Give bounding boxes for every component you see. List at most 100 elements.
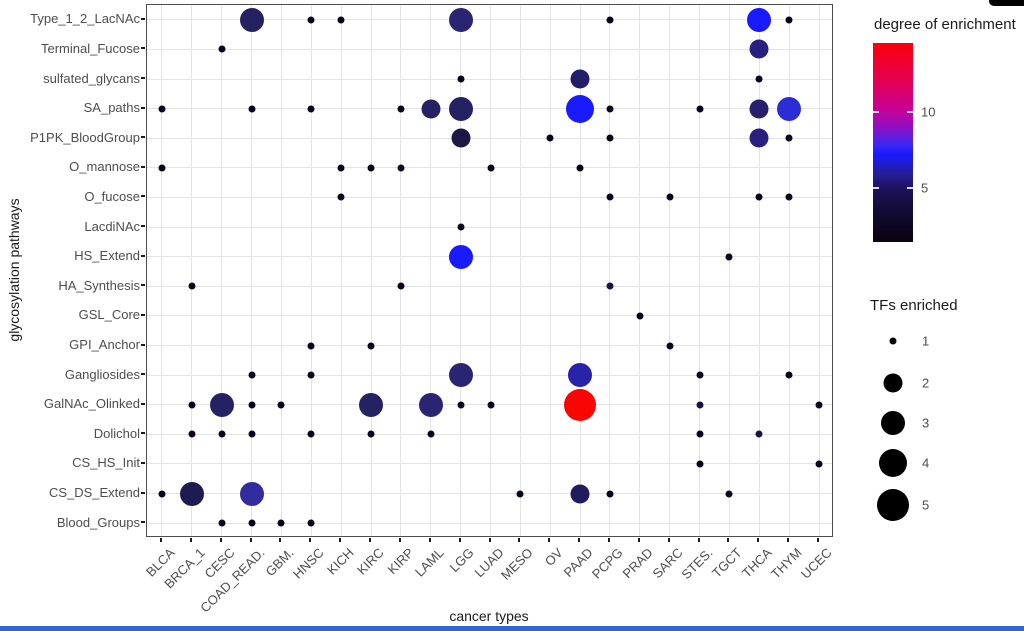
- gridline-vertical: [818, 5, 820, 536]
- gridline-horizontal: [147, 78, 832, 80]
- data-point: [307, 430, 315, 438]
- x-tick-label: KIRP: [384, 545, 417, 578]
- y-axis-tick: [141, 47, 145, 50]
- x-tick-label: HNSC: [290, 545, 327, 582]
- gridline-vertical: [579, 5, 581, 536]
- y-axis-tick: [141, 195, 145, 198]
- y-axis-tick: [141, 491, 145, 494]
- x-axis-tick: [189, 538, 192, 542]
- y-tick-label: GalNAc_Olinked: [43, 396, 140, 412]
- gridline-horizontal: [147, 137, 832, 139]
- data-point: [755, 430, 763, 438]
- x-axis-tick: [458, 538, 461, 542]
- data-point: [218, 45, 226, 53]
- gridline-horizontal: [147, 108, 832, 110]
- size-legend-label: 4: [922, 455, 930, 471]
- gridline-horizontal: [147, 19, 832, 21]
- data-point: [570, 69, 590, 89]
- window-edge-artifact-bottom: [0, 626, 1024, 631]
- data-point: [427, 430, 435, 438]
- gridline-vertical: [728, 5, 730, 536]
- data-point: [248, 430, 256, 438]
- data-point: [359, 392, 384, 417]
- x-tick-label: KIRC: [354, 545, 387, 578]
- data-point: [785, 193, 793, 201]
- data-point: [418, 392, 443, 417]
- gridline-vertical: [430, 5, 432, 536]
- data-point: [749, 39, 769, 59]
- x-axis-tick: [339, 538, 342, 542]
- x-axis-tick: [607, 538, 610, 542]
- data-point: [725, 490, 733, 498]
- data-point: [606, 16, 614, 24]
- x-tick-label: KICH: [324, 545, 357, 578]
- y-axis-tick: [141, 373, 145, 376]
- gridline-vertical: [669, 5, 671, 536]
- color-legend-title: degree of enrichment: [874, 16, 1016, 33]
- y-tick-label: LacdiNAc: [84, 218, 140, 234]
- data-point: [218, 430, 226, 438]
- gridline-vertical: [280, 5, 282, 536]
- colorbar-tick-mark: [873, 111, 879, 114]
- data-point: [337, 164, 345, 172]
- x-axis-tick: [279, 538, 282, 542]
- y-axis-tick: [141, 343, 145, 346]
- data-point: [397, 105, 405, 113]
- x-tick-label: LAML: [411, 545, 447, 580]
- data-point: [248, 371, 256, 379]
- y-tick-label: sulfated_glycans: [43, 70, 140, 86]
- y-tick-label: O_mannose: [69, 159, 140, 175]
- x-tick-label: PCPG: [588, 545, 626, 582]
- y-axis-tick: [141, 402, 145, 405]
- data-point: [188, 401, 196, 409]
- y-tick-label: HS_Extend: [74, 248, 140, 264]
- data-point: [307, 342, 315, 350]
- data-point: [516, 490, 524, 498]
- data-point: [397, 164, 405, 172]
- data-point: [666, 193, 674, 201]
- data-point: [367, 342, 375, 350]
- data-point: [546, 134, 554, 142]
- data-point: [448, 363, 473, 388]
- y-tick-label: Blood_Groups: [56, 514, 140, 530]
- data-point: [666, 342, 674, 350]
- data-point: [606, 193, 614, 201]
- gridline-vertical: [221, 5, 223, 536]
- x-axis-tick: [727, 538, 730, 542]
- data-point: [239, 7, 264, 32]
- data-point: [785, 134, 793, 142]
- data-point: [421, 99, 441, 119]
- data-point: [367, 164, 375, 172]
- data-point: [606, 105, 614, 113]
- data-point: [448, 96, 473, 121]
- size-legend-dot: [883, 373, 903, 393]
- gridline-vertical: [490, 5, 491, 536]
- y-tick-label: Dolichol: [93, 425, 140, 441]
- data-point: [696, 430, 704, 438]
- data-point: [815, 401, 823, 409]
- y-axis-tick: [141, 17, 145, 20]
- plot-panel: [146, 4, 833, 537]
- data-point: [457, 223, 465, 231]
- size-legend-dot: [879, 449, 907, 477]
- x-tick-label: STES.: [678, 545, 716, 583]
- data-point: [188, 430, 196, 438]
- x-axis-tick: [398, 538, 401, 542]
- data-point: [487, 164, 494, 172]
- data-point: [367, 430, 375, 438]
- data-point: [696, 371, 704, 379]
- gridline-vertical: [310, 5, 312, 536]
- gridline-horizontal: [147, 196, 832, 198]
- data-point: [448, 244, 473, 269]
- y-tick-label: CS_HS_Init: [72, 455, 140, 471]
- gridline-horizontal: [147, 374, 832, 376]
- x-axis-tick: [548, 538, 551, 542]
- data-point: [636, 312, 644, 320]
- x-axis-tick: [637, 538, 640, 542]
- size-legend-dot: [877, 489, 909, 521]
- data-point: [397, 282, 405, 290]
- x-axis-tick: [428, 538, 431, 542]
- gridline-vertical: [370, 5, 372, 536]
- y-axis-tick: [141, 521, 145, 524]
- gridline-horizontal: [147, 285, 832, 287]
